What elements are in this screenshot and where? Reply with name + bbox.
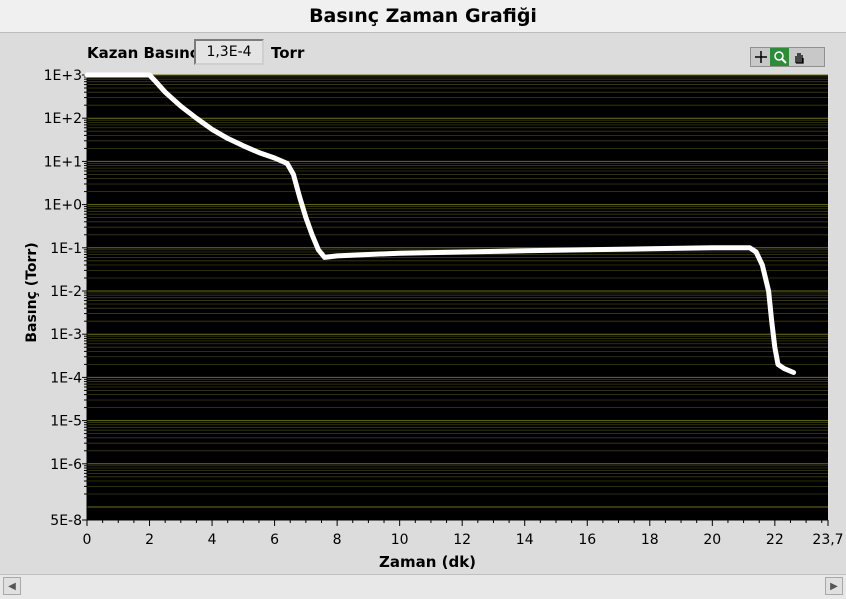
x-axis-label: Zaman (dk) — [379, 553, 476, 571]
scrollbar-track[interactable] — [22, 578, 822, 594]
pressure-indicator: 1,3E-4 — [194, 39, 264, 65]
y-tick-label: 1E-1 — [50, 241, 82, 257]
x-tick-label: 23,7 — [812, 532, 843, 548]
indicator-label: Kazan Basıncı — [87, 44, 204, 62]
grid-lines — [87, 74, 828, 508]
x-tick-label: 18 — [641, 532, 659, 548]
x-tick-label: 2 — [145, 532, 154, 548]
x-tick-label: 8 — [333, 532, 342, 548]
x-tick-label: 16 — [578, 532, 596, 548]
pan-icon[interactable] — [789, 48, 808, 66]
x-tick-label: 20 — [703, 532, 721, 548]
scroll-right-icon[interactable]: ▶ — [825, 577, 843, 595]
graph-palette — [750, 47, 825, 67]
x-tick-label: 0 — [83, 532, 92, 548]
indicator-unit: Torr — [271, 44, 305, 62]
y-tick-label: 1E-5 — [50, 414, 82, 430]
x-tick-label: 14 — [516, 532, 534, 548]
y-tick-label: 1E+1 — [44, 154, 82, 170]
x-tick-label: 22 — [766, 532, 784, 548]
pressure-chart: 0 2 4 6 8 10 12 14 16 18 20 22 23,7 1E+3 1E+2 1E+1 1E+0… — [24, 68, 844, 571]
chart-title: Basınç Zaman Grafiği — [309, 5, 537, 27]
crosshair-icon[interactable] — [751, 48, 770, 66]
x-tick-label: 10 — [391, 532, 409, 548]
horizontal-scrollbar[interactable]: ◀ ▶ — [0, 574, 846, 599]
y-tick-label: 1E-6 — [50, 457, 82, 473]
y-tick-label: 1E+3 — [44, 68, 82, 84]
y-tick-label: 1E-3 — [50, 327, 82, 343]
x-axis: 0 2 4 6 8 10 12 14 16 18 20 22 23,7 — [83, 519, 844, 548]
y-tick-label: 1E-2 — [50, 284, 82, 300]
pressure-series-line — [84, 72, 797, 375]
y-tick-label: 1E-4 — [50, 370, 82, 386]
x-tick-label: 4 — [208, 532, 217, 548]
x-tick-label: 12 — [453, 532, 471, 548]
y-tick-label: 1E+2 — [44, 111, 82, 127]
scroll-left-icon[interactable]: ◀ — [3, 577, 21, 595]
y-axis: 1E+3 1E+2 1E+1 1E+0 1E-1 1E-2 1E-3 1E-4 1E-5 1E-6… — [44, 68, 88, 529]
y-tick-label: 1E+0 — [44, 198, 82, 214]
zoom-icon[interactable] — [770, 48, 789, 66]
y-axis-label: Basınç (Torr) — [24, 242, 40, 342]
x-tick-label: 6 — [270, 532, 279, 548]
y-tick-label: 5E-8 — [50, 513, 82, 529]
